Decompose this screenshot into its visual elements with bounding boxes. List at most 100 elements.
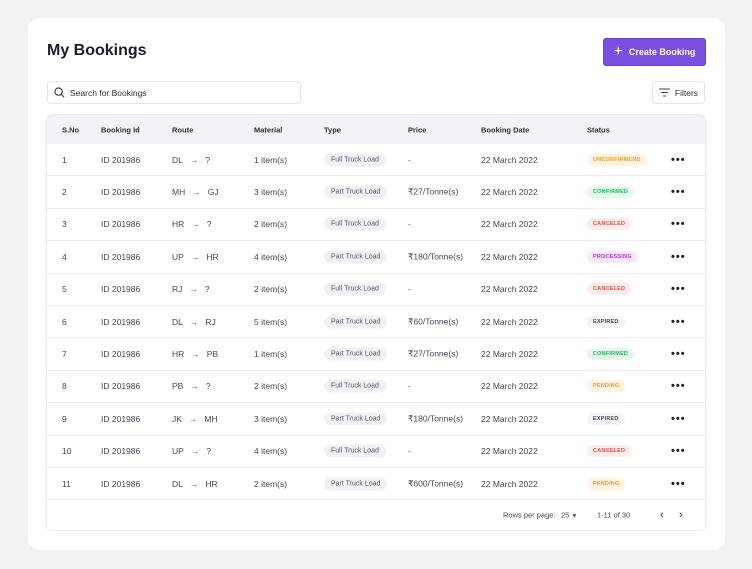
route-from: UP [172, 446, 184, 457]
chevron-right-icon[interactable]: › [679, 509, 683, 521]
type-chip: Full Truck Load [324, 153, 386, 167]
price: ₹27/Tonne(s) [408, 348, 459, 359]
arrow-right-icon: → [189, 478, 199, 489]
material: 3 item(s) [254, 413, 288, 424]
booking-date: 22 March 2022 [481, 154, 538, 165]
create-booking-button[interactable]: + Create Booking [603, 38, 706, 66]
rows-per-page-select[interactable]: 25 ▼ [561, 511, 577, 520]
price: - [408, 446, 411, 457]
booking-date: 22 March 2022 [481, 413, 538, 424]
route-to: ? [205, 381, 211, 392]
route-from: MH [172, 187, 186, 198]
status-badge: PENDING [587, 380, 626, 393]
material: 4 item(s) [254, 446, 288, 457]
booking-id: ID 201986 [101, 478, 141, 489]
type-chip: Part Truck Load [324, 185, 388, 199]
search-icon [54, 87, 65, 98]
status-badge: CANCELED [587, 218, 632, 231]
table-row[interactable]: 10 ID 201986 UP →? 4 item(s) Full Truck L… [47, 436, 705, 468]
search-input[interactable] [70, 87, 290, 98]
route-to: ? [206, 446, 212, 457]
status-badge: CANCELED [587, 283, 632, 296]
table-row[interactable]: 1 ID 201986 DL →? 1 item(s) Full Truck Lo… [47, 144, 705, 177]
route-from: PB [172, 381, 184, 392]
route-from: DL [172, 154, 183, 165]
status-badge: EXPIRED [587, 315, 625, 328]
route: HR →? [172, 219, 212, 229]
more-horizontal-icon[interactable]: ••• [671, 218, 686, 231]
status-badge: CONFIRMED [587, 186, 635, 199]
more-horizontal-icon[interactable]: ••• [671, 250, 686, 263]
booking-id: ID 201986 [101, 381, 141, 392]
arrow-right-icon: → [190, 251, 200, 262]
table-row[interactable]: 8 ID 201986 PB →? 2 item(s) Full Truck Lo… [47, 371, 705, 404]
more-horizontal-icon[interactable]: ••• [671, 315, 686, 328]
serial-number: 6 [62, 316, 67, 327]
serial-number: 7 [62, 349, 67, 360]
booking-date: 22 March 2022 [481, 251, 538, 262]
more-horizontal-icon[interactable]: ••• [671, 380, 686, 393]
chevron-left-icon[interactable]: ‹ [660, 509, 664, 521]
type-chip: Full Truck Load [324, 282, 386, 296]
booking-date: 22 March 2022 [481, 349, 538, 360]
table-row[interactable]: 4 ID 201986 UP → HR 4 item(s) Part Truck L… [47, 241, 705, 274]
table-row[interactable]: 6 ID 201986 DL → RJ 5 item(s) Part Truck L… [47, 306, 705, 339]
route-to: ? [205, 154, 211, 165]
filters-button[interactable]: Filters [652, 81, 705, 104]
type-chip: Part Truck Load [324, 315, 388, 329]
booking-date: 22 March 2022 [481, 187, 538, 198]
route-to: HR [205, 478, 218, 489]
serial-number: 2 [62, 187, 67, 198]
route: JK → MH [172, 414, 218, 424]
more-horizontal-icon[interactable]: ••• [671, 477, 686, 490]
material: 2 item(s) [254, 381, 288, 392]
status-badge: UNCONFIRMEND [587, 153, 647, 166]
route: RJ →? [172, 284, 210, 294]
booking-id: ID 201986 [101, 187, 141, 198]
more-horizontal-icon[interactable]: ••• [671, 412, 686, 425]
route-from: HR [172, 349, 185, 360]
table-row[interactable]: 2 ID 201986 MH → GJ 3 item(s) Part Truck L… [47, 176, 705, 209]
route-from: RJ [172, 284, 183, 295]
arrow-right-icon: → [188, 413, 198, 424]
arrow-right-icon: → [191, 349, 200, 360]
price: - [408, 219, 411, 230]
route-from: DL [172, 316, 183, 327]
booking-date: 22 March 2022 [481, 381, 538, 392]
table-row[interactable]: 11 ID 201986 DL → HR 2 item(s) Part Truck … [47, 468, 705, 501]
serial-number: 11 [62, 478, 71, 489]
price: - [408, 284, 411, 295]
column-header: Route [172, 125, 194, 134]
more-horizontal-icon[interactable]: ••• [671, 186, 686, 199]
booking-id: ID 201986 [101, 413, 141, 424]
column-header: Price [408, 125, 427, 134]
more-horizontal-icon[interactable]: ••• [671, 283, 686, 296]
table-row[interactable]: 9 ID 201986 JK → MH 3 item(s) Part Truck L… [47, 403, 705, 436]
route-from: HR [172, 219, 185, 230]
table-row[interactable]: 5 ID 201986 RJ →? 2 item(s) Full Truck Lo… [47, 274, 705, 306]
booking-date: 22 March 2022 [481, 219, 538, 230]
column-header: S.No [62, 125, 80, 134]
type-chip: Part Truck Load [324, 347, 388, 361]
table-row[interactable]: 3 ID 201986 HR →? 2 item(s) Full Truck Lo… [47, 209, 705, 242]
more-horizontal-icon[interactable]: ••• [671, 153, 686, 166]
type-chip: Part Truck Load [324, 477, 388, 491]
status-badge: CANCELED [587, 445, 632, 458]
route: DL →? [172, 155, 210, 165]
route-to: PB [206, 349, 219, 360]
route-to: RJ [205, 316, 216, 327]
route: UP →? [172, 446, 211, 456]
route: PB →? [172, 381, 211, 391]
type-chip: Part Truck Load [324, 250, 388, 264]
search-box [47, 81, 301, 104]
material: 2 item(s) [254, 478, 288, 489]
route-to: HR [206, 251, 219, 262]
table-row[interactable]: 7 ID 201986 HR → PB 1 item(s) Part Truck L… [47, 338, 705, 371]
route: UP → HR [172, 252, 219, 262]
more-horizontal-icon[interactable]: ••• [671, 348, 686, 361]
bookings-card: My Bookings + Create Booking Filters S.N… [28, 18, 725, 550]
filters-label: Filters [674, 87, 699, 98]
more-horizontal-icon[interactable]: ••• [671, 445, 686, 458]
status-badge: EXPIRED [587, 412, 625, 425]
serial-number: 3 [62, 219, 67, 230]
